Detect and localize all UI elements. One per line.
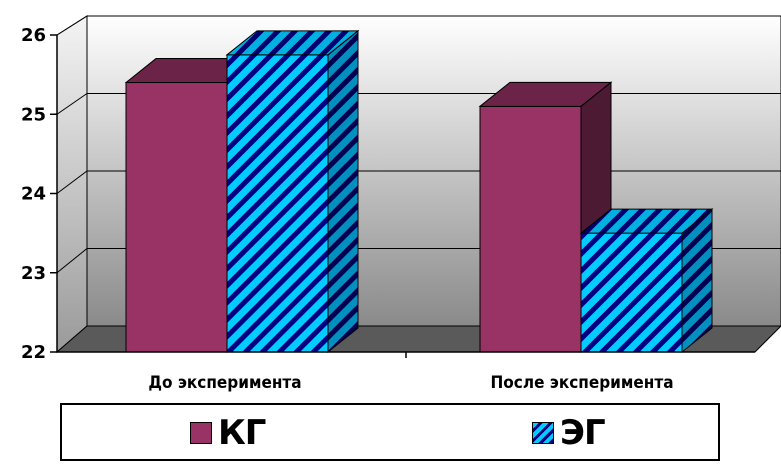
bar-1-0 <box>225 29 360 354</box>
bar-0-1-front <box>479 105 582 353</box>
category-label-0: До эксперимента <box>148 373 301 393</box>
legend-swatch-kg <box>190 422 212 444</box>
bar-1-0-top <box>225 30 360 56</box>
legend-item-eg: ЭГ <box>532 413 606 453</box>
bar-1-1-top <box>579 208 714 234</box>
y-axis-ticks: 22 23 24 25 26 <box>21 25 57 363</box>
bar-1-1-side <box>681 208 713 354</box>
bar-0-1-top <box>478 81 613 107</box>
category-label-1: После эксперимента <box>490 373 673 393</box>
y-tick-label-4: 26 <box>21 25 46 46</box>
legend: КГ ЭГ <box>60 403 720 461</box>
bar-chart: 22 23 24 25 26 До эксперимента После экспери… <box>21 15 781 393</box>
y-tick-label-3: 25 <box>21 104 46 125</box>
gridline-4 <box>56 15 781 36</box>
bar-1-1 <box>579 208 714 354</box>
chart-side-wall <box>56 15 88 354</box>
bar-1-0-side <box>327 29 359 354</box>
y-tick-label-2: 24 <box>21 184 46 205</box>
bar-1-1-front <box>580 232 683 353</box>
legend-label-eg: ЭГ <box>560 413 606 453</box>
legend-item-kg: КГ <box>190 413 266 453</box>
bar-1-0-front <box>226 54 329 353</box>
legend-label-kg: КГ <box>218 413 266 453</box>
legend-swatch-eg <box>532 422 554 444</box>
y-tick-label-0: 22 <box>21 342 46 363</box>
bars <box>124 29 714 354</box>
y-tick-label-1: 23 <box>21 263 46 284</box>
bar-0-0-front <box>125 82 228 353</box>
